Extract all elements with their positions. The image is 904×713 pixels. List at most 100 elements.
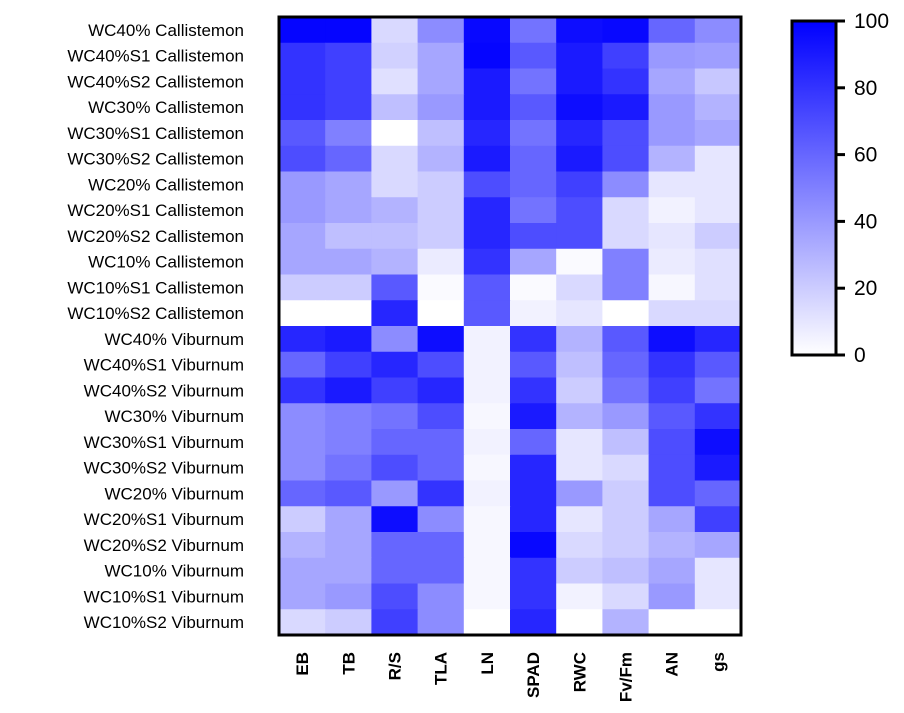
heatmap-cell bbox=[371, 377, 419, 404]
heatmap-cell bbox=[648, 506, 696, 533]
heatmap-cell bbox=[325, 94, 372, 121]
heatmap-cell bbox=[694, 454, 742, 482]
heatmap-cell bbox=[694, 68, 742, 95]
heatmap-cell bbox=[648, 377, 696, 404]
heatmap-cell bbox=[371, 532, 419, 559]
heatmap-cell bbox=[463, 17, 511, 44]
heatmap-cell bbox=[463, 454, 511, 482]
heatmap-cell bbox=[510, 300, 557, 327]
heatmap-cell bbox=[371, 94, 419, 121]
heatmap-cell bbox=[694, 326, 742, 353]
heatmap-cell bbox=[556, 583, 603, 610]
heatmap-cell bbox=[371, 480, 419, 507]
heatmap-cell bbox=[510, 403, 557, 430]
colorbar-tick-label: 80 bbox=[854, 77, 877, 100]
heatmap-cell bbox=[279, 506, 326, 533]
heatmap-cell bbox=[463, 583, 511, 610]
heatmap-cell bbox=[325, 403, 372, 430]
heatmap-cell bbox=[694, 120, 742, 147]
heatmap-cell bbox=[325, 480, 372, 507]
heatmap-cell bbox=[694, 300, 742, 327]
heatmap-cell bbox=[694, 429, 742, 456]
heatmap-cell bbox=[556, 42, 603, 70]
row-label: WC30%S2 Callistemon bbox=[67, 150, 244, 169]
heatmap-cell bbox=[279, 583, 326, 610]
heatmap-cell bbox=[694, 377, 742, 404]
row-label: WC30%S1 Viburnum bbox=[84, 433, 244, 452]
heatmap-cell bbox=[463, 532, 511, 559]
row-label: WC30% Callistemon bbox=[88, 98, 244, 117]
heatmap-cell bbox=[371, 42, 419, 70]
heatmap-cell bbox=[648, 120, 696, 147]
heatmap-cell bbox=[694, 223, 742, 250]
heatmap-cell bbox=[325, 326, 372, 353]
heatmap-cell bbox=[417, 300, 465, 327]
heatmap-cell bbox=[279, 454, 326, 482]
heatmap-cell bbox=[371, 403, 419, 430]
heatmap-cell bbox=[371, 171, 419, 198]
heatmap-cell bbox=[648, 454, 696, 482]
heatmap-cell bbox=[463, 274, 511, 301]
heatmap-cell bbox=[417, 480, 465, 507]
heatmap-cell bbox=[417, 17, 465, 44]
heatmap-cell bbox=[694, 506, 742, 533]
heatmap-cell bbox=[325, 42, 372, 70]
heatmap-cell bbox=[556, 300, 603, 327]
heatmap-cell bbox=[602, 429, 650, 456]
heatmap-cell bbox=[556, 145, 603, 173]
heatmap-cell bbox=[510, 377, 557, 404]
colorbar-tick-label: 20 bbox=[854, 277, 877, 300]
heatmap-cell bbox=[325, 532, 372, 559]
heatmap-cell bbox=[602, 557, 650, 585]
heatmap-cell bbox=[648, 145, 696, 173]
plot-frame bbox=[277, 15, 743, 637]
row-label: WC40% Callistemon bbox=[88, 21, 244, 40]
heatmap-cell bbox=[602, 506, 650, 533]
heatmap-cell bbox=[371, 223, 419, 250]
heatmap-cell bbox=[602, 248, 650, 276]
heatmap-cell bbox=[510, 68, 557, 95]
heatmap-cell bbox=[648, 326, 696, 353]
heatmap-cell bbox=[279, 429, 326, 456]
heatmap-cell bbox=[371, 557, 419, 585]
heatmap-cell bbox=[510, 197, 557, 224]
heatmap-cell bbox=[648, 532, 696, 559]
heatmap-cell bbox=[556, 403, 603, 430]
row-label: WC20%S2 Viburnum bbox=[84, 536, 244, 555]
column-label: TB bbox=[339, 652, 358, 675]
heatmap-cell bbox=[510, 248, 557, 276]
row-label: WC20%S1 Callistemon bbox=[67, 201, 244, 220]
heatmap-cell bbox=[463, 223, 511, 250]
heatmap-cell bbox=[556, 454, 603, 482]
heatmap-cell bbox=[694, 480, 742, 507]
heatmap-cell bbox=[510, 480, 557, 507]
heatmap-cell bbox=[556, 557, 603, 585]
heatmap-cell bbox=[694, 42, 742, 70]
heatmap-cell bbox=[648, 557, 696, 585]
column-label: SPAD bbox=[524, 652, 543, 698]
heatmap-cell bbox=[371, 326, 419, 353]
colorbar-tick-label: 60 bbox=[854, 144, 877, 167]
heatmap-cell bbox=[279, 557, 326, 585]
heatmap-cell bbox=[556, 223, 603, 250]
heatmap-cell bbox=[602, 532, 650, 559]
heatmap-cell bbox=[279, 120, 326, 147]
heatmap-cell bbox=[417, 429, 465, 456]
heatmap-cell bbox=[463, 506, 511, 533]
heatmap-cell bbox=[694, 557, 742, 585]
heatmap-cell bbox=[463, 429, 511, 456]
heatmap-cell bbox=[325, 454, 372, 482]
heatmap-cell bbox=[556, 248, 603, 276]
heatmap-cell bbox=[325, 145, 372, 173]
heatmap-cell bbox=[556, 351, 603, 379]
heatmap-cell bbox=[371, 197, 419, 224]
row-labels: WC40% Callistemon WC40%S1 Callistemon WC40… bbox=[67, 21, 244, 632]
heatmap-cell bbox=[602, 351, 650, 379]
heatmap-cell bbox=[510, 609, 557, 636]
column-label: EB bbox=[293, 652, 312, 676]
heatmap-cell bbox=[325, 223, 372, 250]
column-labels: EB TB R/S TLA LN SPAD RWC Fv/Fm AN gs bbox=[293, 652, 728, 702]
heatmap-cell bbox=[648, 300, 696, 327]
colorbar-ticks: 0 20 40 60 80 100 bbox=[836, 10, 889, 367]
heatmap-cell bbox=[648, 583, 696, 610]
